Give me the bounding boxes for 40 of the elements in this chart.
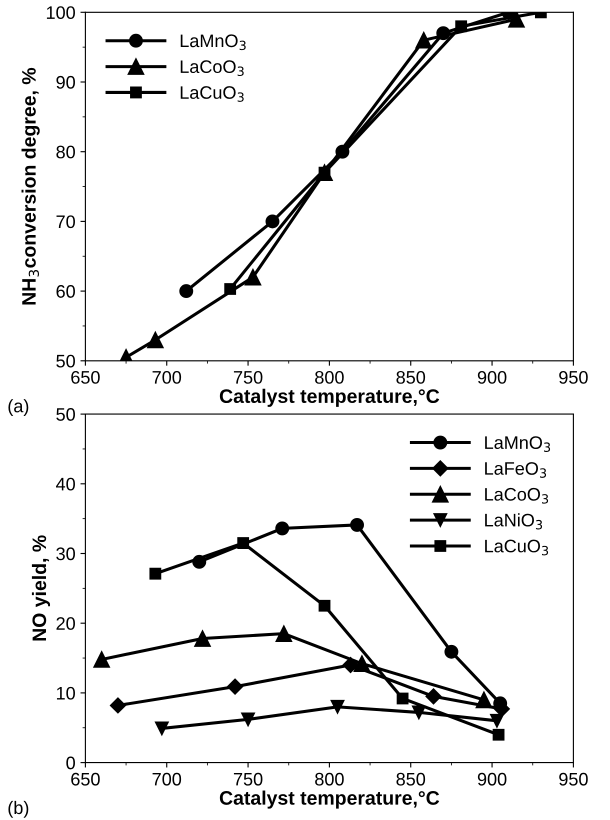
y-tick-label: 10 (56, 686, 75, 700)
x-tick-label: 800 (315, 371, 344, 384)
x-tick-label: 700 (152, 371, 182, 384)
x-axis-title: Catalyst temperature,°C (220, 388, 440, 407)
legend-label: LaCuO$_{3}$ (180, 86, 244, 102)
legend-label: LaCuO$_{3}$ (485, 540, 548, 556)
x-tick-label: 850 (396, 371, 426, 384)
y-tick-label: 80 (56, 146, 75, 158)
x-tick-label: 850 (396, 772, 426, 786)
y-tick-label: 100 (46, 6, 75, 20)
y-tick-label: 30 (56, 547, 75, 560)
x-axis-title: Catalyst temperature,°C (220, 790, 440, 809)
x-tick-label: 950 (559, 772, 588, 786)
text: (a) (8, 399, 28, 416)
y-tick-label: 60 (56, 285, 75, 298)
y-axis-title: NO yield, % (32, 535, 50, 641)
y-tick-label: 50 (56, 408, 75, 421)
x-tick-label: 900 (478, 772, 506, 786)
text: (b) (8, 800, 28, 818)
y-tick-label: 0 (66, 756, 75, 770)
x-tick-label: 650 (71, 772, 100, 786)
y-axis-title: NH$_{3}$conversion degree, % (22, 68, 40, 305)
y-tick-label: 20 (56, 617, 75, 630)
y-tick-label: 40 (56, 478, 75, 491)
y-tick-label: 50 (56, 354, 75, 368)
legend-label: LaMnO$_{3}$ (485, 436, 550, 452)
x-tick-label: 800 (315, 772, 344, 786)
legend-label: LaNiO$_{3}$ (485, 513, 542, 530)
x-tick-label: 900 (478, 371, 506, 384)
x-tick-label: 650 (71, 371, 100, 384)
y-tick-label: 70 (56, 215, 75, 228)
x-tick-label: 950 (559, 371, 588, 384)
legend-label: LaCoO$_{3}$ (485, 488, 548, 504)
legend-label: LaMnO$_{3}$ (180, 34, 246, 50)
x-tick-label: 750 (234, 371, 262, 384)
legend-label: LaFeO$_{3}$ (485, 462, 546, 478)
x-tick-label: 700 (152, 772, 182, 786)
legend-label: LaCoO$_{3}$ (180, 60, 244, 76)
y-tick-label: 90 (56, 76, 75, 89)
x-tick-label: 750 (234, 772, 262, 786)
